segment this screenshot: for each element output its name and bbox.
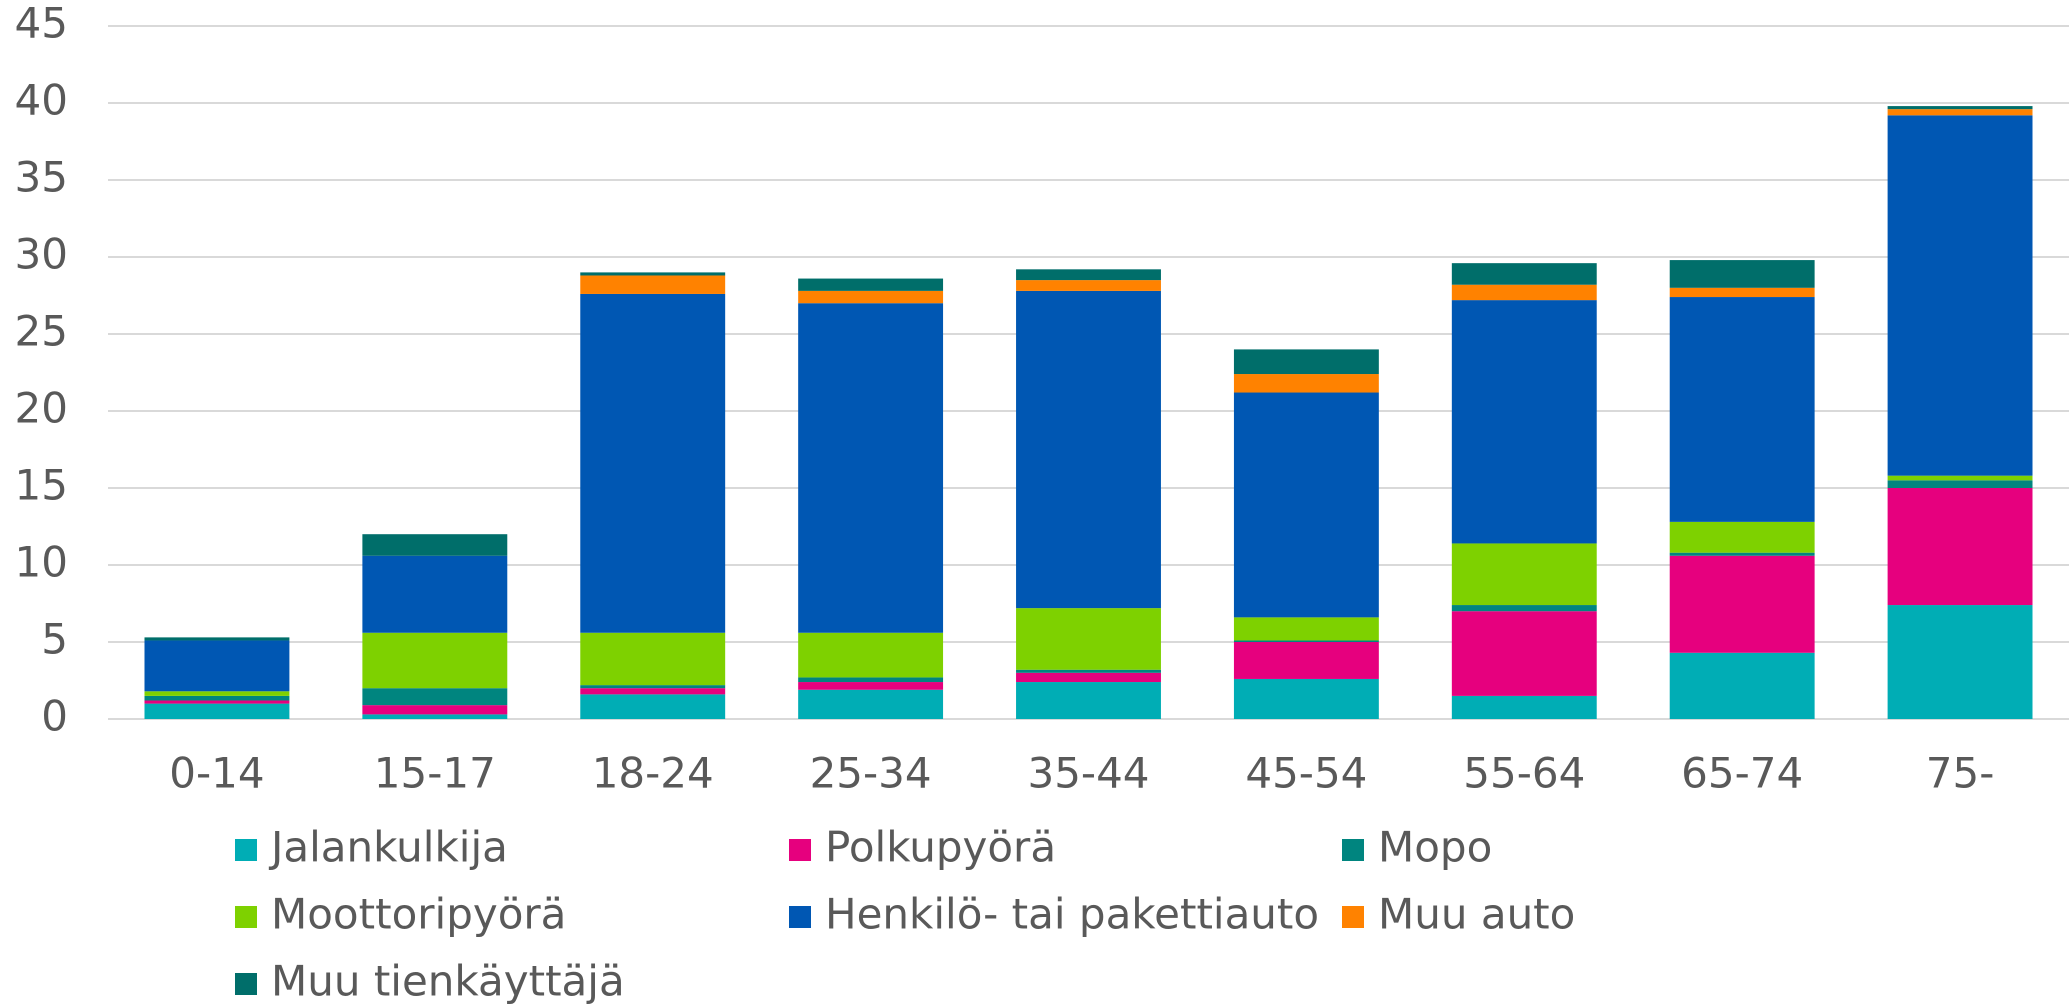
bar-segment — [1887, 115, 2033, 476]
y-tick-label: 15 — [15, 461, 68, 510]
bar-segment — [144, 703, 290, 719]
legend-label: Henkilö- tai pakettiauto — [825, 890, 1319, 939]
legend-swatch — [789, 906, 811, 928]
y-tick-label: 20 — [15, 384, 68, 433]
bar-segment — [798, 303, 944, 633]
bar-segment — [1669, 552, 1815, 556]
bar-segment — [1451, 284, 1597, 301]
x-tick-label: 35-44 — [1027, 749, 1149, 798]
bar-segment — [798, 677, 944, 683]
y-tick-label: 35 — [15, 153, 68, 202]
bar-segment — [798, 290, 944, 304]
bar-segment — [1233, 678, 1379, 719]
y-tick-label: 45 — [15, 0, 68, 48]
bar-segment — [798, 689, 944, 719]
x-tick-label: 75- — [1926, 749, 1995, 798]
bar-segment — [1451, 300, 1597, 544]
legend-swatch — [235, 973, 257, 995]
y-tick-label: 40 — [15, 76, 68, 125]
bar-segment — [1233, 640, 1379, 642]
bar-segment — [1451, 543, 1597, 606]
bar-segment — [1016, 608, 1161, 670]
legend-swatch — [1342, 906, 1364, 928]
bar-segment — [362, 714, 508, 719]
bar-segment — [580, 632, 726, 686]
bar-segment — [144, 700, 290, 704]
bar-segment — [580, 272, 726, 276]
bar-segment — [144, 640, 290, 692]
bar-segment — [362, 705, 508, 715]
legend-label: Mopo — [1378, 823, 1492, 872]
bar-segment — [1887, 475, 2033, 481]
x-tick-label: 0-14 — [169, 749, 264, 798]
bar-segment — [362, 555, 508, 633]
bar-segment — [580, 694, 726, 719]
bar-segment — [1887, 605, 2033, 719]
bar-segment — [1016, 669, 1161, 673]
legend-swatch — [1342, 839, 1364, 861]
x-tick-label: 45-54 — [1245, 749, 1367, 798]
bar-segment — [1233, 392, 1379, 618]
bar-segment — [1233, 617, 1379, 641]
y-tick-label: 30 — [15, 230, 68, 279]
bar-segment — [1233, 374, 1379, 393]
bar-segment — [1016, 682, 1161, 719]
y-tick-label: 25 — [15, 307, 68, 356]
legend-label: Polkupyörä — [825, 823, 1056, 872]
bar-segment — [580, 685, 726, 689]
y-tick-label: 5 — [41, 615, 68, 664]
bar-segment — [798, 632, 944, 678]
bar-segment — [1669, 260, 1815, 288]
bar-segment — [1451, 605, 1597, 612]
bar-segment — [1016, 280, 1161, 291]
bar-segment — [1016, 290, 1161, 609]
x-tick-label: 65-74 — [1681, 749, 1803, 798]
x-tick-label: 25-34 — [810, 749, 932, 798]
y-tick-label: 10 — [15, 538, 68, 587]
bar-segment — [1451, 263, 1597, 285]
bar-segment — [1016, 269, 1161, 281]
bar-segment — [144, 695, 290, 701]
legend-label: Muu tienkäyttäjä — [271, 957, 625, 1006]
bar-segment — [1669, 287, 1815, 298]
bar-segment — [1451, 611, 1597, 696]
bar-segment — [1233, 349, 1379, 375]
legend-label: Moottoripyörä — [271, 890, 566, 939]
bar-segment — [144, 637, 290, 641]
legend-label: Jalankulkija — [268, 823, 508, 872]
bar-segment — [362, 534, 508, 556]
legend-swatch — [235, 839, 257, 861]
bar-segment — [1233, 642, 1379, 679]
x-tick-label: 18-24 — [592, 749, 714, 798]
bar-segment — [1669, 521, 1815, 553]
bar-segment — [144, 691, 290, 696]
bar-segment — [1887, 109, 2033, 116]
x-tick-label: 15-17 — [374, 749, 496, 798]
bar-segment — [1887, 488, 2033, 606]
legend-swatch — [235, 906, 257, 928]
bar-segment — [1451, 695, 1597, 719]
bar-segment — [1669, 555, 1815, 653]
bar-segment — [580, 275, 726, 294]
bar-segment — [1669, 652, 1815, 719]
bar-segment — [362, 632, 508, 689]
bar-segment — [580, 688, 726, 695]
bar-segment — [798, 278, 944, 291]
legend-label: Muu auto — [1378, 890, 1575, 939]
bar-segment — [1887, 480, 2033, 488]
bar-segment — [798, 682, 944, 690]
bar-segment — [362, 688, 508, 706]
bar-segment — [1669, 297, 1815, 522]
legend-swatch — [789, 839, 811, 861]
bar-segment — [1887, 106, 2033, 110]
bar-segment — [1016, 672, 1161, 683]
bar-segment — [580, 293, 726, 633]
x-tick-label: 55-64 — [1463, 749, 1585, 798]
y-tick-label: 0 — [41, 692, 68, 741]
